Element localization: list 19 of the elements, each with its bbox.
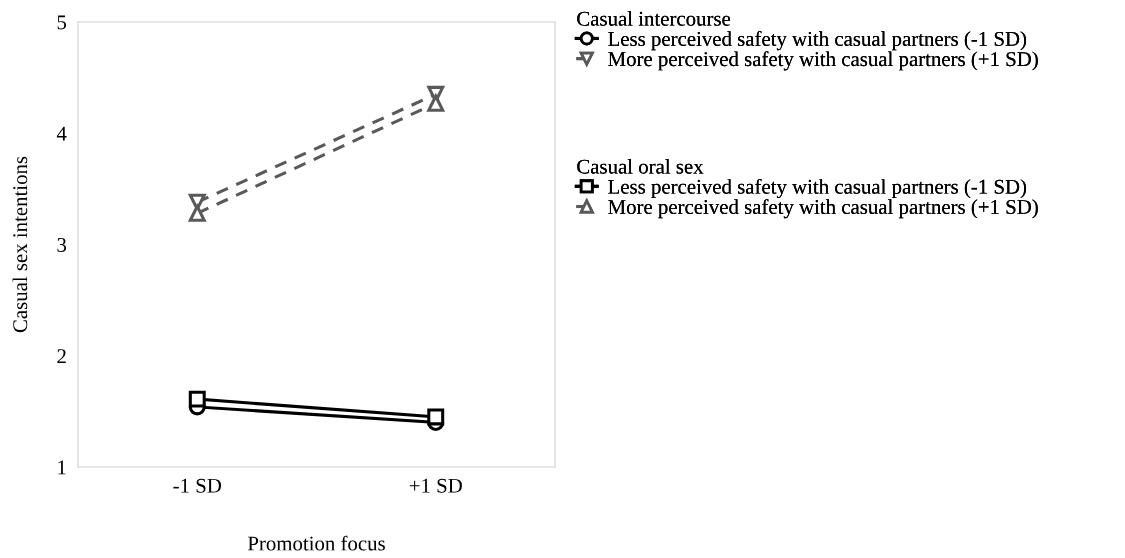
y-tick-label: 5 xyxy=(57,15,67,30)
y-tick-label: 4 xyxy=(56,126,67,141)
point xyxy=(427,94,445,112)
legend-label: More perceived safety with casual partners (+1 SD) xyxy=(608,51,1038,71)
text: Casual intercourse xyxy=(577,11,731,26)
y-tick-label: 2 xyxy=(57,349,66,363)
y-tick-label: 3 xyxy=(57,237,67,252)
x-tick-label: +1 SD xyxy=(409,478,462,493)
y-tick-label: 1 xyxy=(58,460,66,475)
legend-label: More perceived safety with casual partners (+1 SD) xyxy=(608,199,1038,219)
legend-label: Less perceived safety with casual partners (-1 SD) xyxy=(608,178,1027,199)
x-tick-label: -1 SD xyxy=(173,478,222,493)
point xyxy=(188,390,206,408)
legend-label: Less perceived safety with casual partners (-1 SD) xyxy=(608,31,1027,51)
point xyxy=(188,204,206,222)
point xyxy=(427,408,445,426)
x-axis-title: Promotion focus xyxy=(247,535,385,551)
text: Casual oral sex xyxy=(577,158,704,174)
y-axis-title: Casual sex intentions xyxy=(12,156,28,333)
